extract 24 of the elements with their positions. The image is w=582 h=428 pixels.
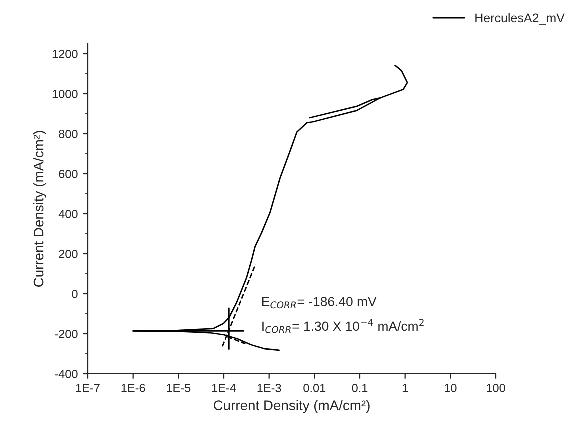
x-tick-label: 100	[487, 384, 506, 392]
y-tick-label: 400	[58, 210, 78, 218]
y-tick-label: 800	[59, 130, 78, 138]
annotation: I$_{CORR}$= 1.30 X 10$^{−4}$ mA/cm$^{2}$	[262, 319, 424, 334]
y-tick-label: 200	[59, 250, 78, 258]
x-tick-label: 0.1	[352, 384, 368, 392]
x-tick-label: 1E-5	[167, 384, 191, 392]
x-tick-label: 1E-3	[258, 384, 282, 392]
x-tick-label: 1E-6	[122, 384, 146, 392]
y-axis-title: Current Density (mA/cm²)	[34, 131, 46, 287]
legend-label: HerculesA2_mV	[476, 13, 565, 25]
y-tick-label: -200	[55, 330, 78, 338]
x-tick-label: 0.01	[304, 384, 326, 392]
y-tick-label: 1000	[52, 90, 78, 98]
y-tick-label: 0	[72, 290, 78, 298]
x-tick-label: 1E-7	[76, 384, 100, 392]
annotation: E$_{CORR}$= -186.40 mV	[262, 297, 377, 309]
y-tick-label: 600	[59, 170, 78, 178]
x-tick-label: 10	[445, 384, 457, 392]
x-axis-title: Current Density (mA/cm²)	[214, 400, 370, 414]
x-tick-label: 1E-4	[212, 384, 236, 392]
x-tick-label: 1	[402, 384, 408, 392]
y-tick-label: 1200	[52, 50, 78, 58]
y-tick-label: -400	[55, 370, 78, 378]
